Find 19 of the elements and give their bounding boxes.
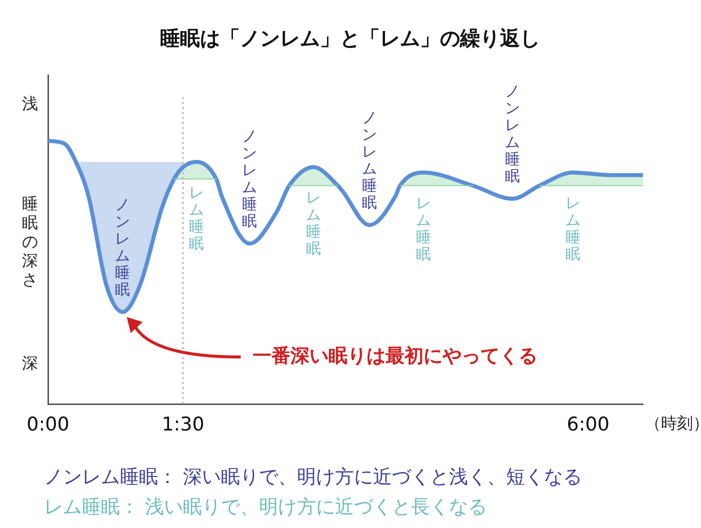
annotation: レム睡眠: [306, 188, 322, 258]
text: ノンレム睡眠： 深い眠りで、明け方に近づくと浅く、短くなる: [44, 465, 582, 490]
annotation: ノンレム睡眠: [504, 82, 520, 186]
y-axis-title: 睡眠の深さ: [22, 194, 38, 289]
text: 浅: [22, 94, 38, 114]
annotation: レム睡眠: [565, 194, 580, 263]
annotation: 一番深い眠りは最初にやってくる: [252, 344, 538, 367]
x-tick-label: 6:00: [566, 414, 610, 436]
x-tick-label: 1:30: [162, 414, 204, 436]
annotation: ノンレム睡眠: [362, 108, 377, 212]
annotation: レム睡眠: [416, 194, 431, 263]
annotation: ノンレム睡眠: [242, 126, 258, 230]
x-tick-label: 0:00: [26, 414, 70, 436]
annotation: レム睡眠: [189, 183, 204, 252]
text: 深: [22, 353, 38, 372]
annotation: ノンレム睡眠: [115, 195, 130, 298]
text: レム睡眠： 浅い眠りで、明け方に近づくと長くなる: [44, 495, 488, 520]
chart-title: 睡眠は「ノンレム」と「レム」の繰り返し: [160, 26, 540, 50]
x-axis-title: （時刻）: [645, 413, 701, 432]
